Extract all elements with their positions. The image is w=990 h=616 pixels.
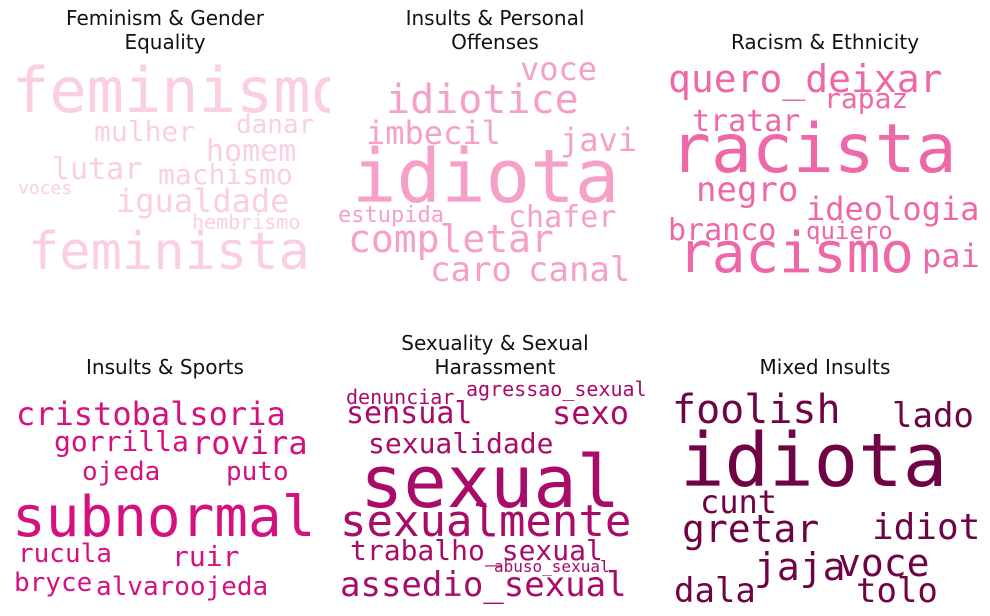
word: sexualidade xyxy=(368,427,554,460)
wordcloud-panel-sports: Insults & Sports cristobalsoria gorrilla… xyxy=(0,308,330,616)
word: ojeda xyxy=(82,457,161,487)
word: gretar xyxy=(682,507,820,551)
word: sensual xyxy=(346,396,473,431)
word: puto xyxy=(226,457,289,487)
word: idiot xyxy=(872,507,981,548)
word: feminista xyxy=(28,222,310,282)
panel-title-line: Insults & Personal xyxy=(405,6,585,30)
word: denunciar xyxy=(346,385,455,409)
word: racismo xyxy=(678,221,915,286)
panel-title: Feminism & Gender Equality xyxy=(0,6,330,54)
panel-title: Insults & Sports xyxy=(0,355,330,379)
word: completar xyxy=(348,217,554,261)
word: sexualmente xyxy=(340,496,632,547)
word: bryce xyxy=(14,568,93,598)
panel-title-line: Racism & Ethnicity xyxy=(730,30,920,54)
word: sexual xyxy=(360,440,621,524)
word: idiota xyxy=(680,418,948,504)
panel-title: Insults & Personal Offenses xyxy=(330,6,660,54)
panel-title-line: Insults & Sports xyxy=(86,355,244,379)
word: foolish xyxy=(672,387,841,433)
word: cristobalsoria xyxy=(16,395,286,433)
word: lado xyxy=(892,396,974,436)
word: trabalho_sexual xyxy=(350,534,603,567)
word: branco xyxy=(668,213,777,248)
word: ideologia xyxy=(806,190,980,228)
word: cunt xyxy=(700,483,778,521)
word: mulher xyxy=(94,115,196,148)
panel-title-line: Offenses xyxy=(451,30,539,54)
word: canal xyxy=(528,250,631,290)
word: rucula xyxy=(18,539,112,569)
word: subnormal xyxy=(12,485,316,550)
word: idiotice xyxy=(386,77,579,123)
panel-title: Racism & Ethnicity xyxy=(660,30,990,54)
word: pai xyxy=(922,237,980,275)
word: jaja xyxy=(754,545,846,589)
word: hembrismo xyxy=(192,210,301,234)
word: rapaz xyxy=(824,82,909,115)
wordcloud-panel-sexuality: Sexuality & Sexual Harassment denunciar … xyxy=(330,308,660,616)
word: ruir xyxy=(172,540,240,573)
word: estupida xyxy=(338,203,444,228)
word: assedio_sexual xyxy=(340,565,627,605)
word: alvaroojeda xyxy=(96,572,269,602)
word: voces xyxy=(18,178,73,199)
word: igualdade xyxy=(116,182,290,220)
word: javi xyxy=(560,121,638,159)
word: gorrilla xyxy=(54,425,189,458)
word: caro xyxy=(430,250,512,290)
panel-title-line: Equality xyxy=(124,30,206,54)
word: danar xyxy=(236,110,315,140)
word: feminismo xyxy=(12,54,330,127)
word: tolo xyxy=(856,571,938,611)
word: sexo xyxy=(552,394,630,432)
word: negro xyxy=(696,170,799,210)
panel-title-line: Sexuality & Sexual xyxy=(401,331,589,355)
word: tratar xyxy=(692,104,801,139)
word: chafer xyxy=(508,200,617,235)
word: agressao_sexual xyxy=(466,377,647,401)
word: quero_deixar xyxy=(668,57,943,101)
word: quiero xyxy=(806,217,893,245)
wordcloud-panel-insults-personal: Insults & Personal Offenses voce idiotic… xyxy=(330,0,660,308)
panel-title-line: Harassment xyxy=(434,355,556,379)
word: lutar xyxy=(52,152,143,187)
word: voce xyxy=(838,541,930,585)
word: dala xyxy=(674,571,756,611)
panel-title-line: Mixed Insults xyxy=(759,355,891,379)
panel-title: Sexuality & Sexual Harassment xyxy=(330,331,660,379)
word: racista xyxy=(670,110,957,189)
word: idiota xyxy=(352,134,620,220)
wordcloud-panel-feminism: Feminism & Gender Equality feminismo mul… xyxy=(0,0,330,308)
word: abuso_sexual xyxy=(494,557,610,576)
word: homem xyxy=(206,134,297,169)
word: voce xyxy=(520,50,598,88)
word: rovira xyxy=(192,424,308,462)
panel-title: Mixed Insults xyxy=(660,355,990,379)
wordcloud-panel-racism: Racism & Ethnicity quero_deixar rapaz tr… xyxy=(660,0,990,308)
wordcloud-panel-mixed-insults: Mixed Insults foolish lado idiota cunt g… xyxy=(660,308,990,616)
word: machismo xyxy=(158,158,293,191)
panel-title-line: Feminism & Gender xyxy=(66,6,264,30)
word: imbecil xyxy=(366,114,501,152)
